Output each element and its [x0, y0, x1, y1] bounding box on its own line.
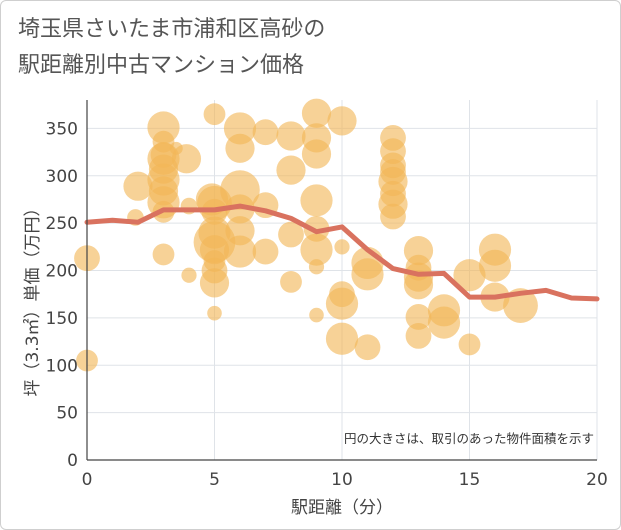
y-tick-label: 150	[46, 309, 78, 329]
bubble-point	[405, 304, 432, 330]
bubble-point	[301, 139, 332, 169]
bubble-point	[123, 171, 153, 201]
bubble-point	[478, 249, 512, 282]
axes: 0 50 100 150 200 250 300 350 0 5 10 15 20	[46, 100, 608, 490]
bubble-point	[252, 119, 279, 146]
bubble-point	[300, 233, 333, 266]
bubble-series	[74, 98, 538, 372]
bubble-point	[276, 121, 306, 151]
bubble-point	[152, 243, 175, 266]
bubble-point	[309, 307, 324, 323]
chart-title-line2: 駅距離別中古マンション価格	[18, 53, 305, 78]
bubble-point	[380, 203, 406, 230]
bubble-point	[301, 98, 332, 128]
bubble-point	[453, 259, 486, 292]
bubble-point	[223, 235, 257, 268]
y-tick-label: 0	[67, 451, 78, 471]
bubble-point	[207, 305, 222, 321]
average-price-line	[84, 203, 600, 302]
y-tick-label: 300	[46, 167, 78, 187]
bubble-point	[276, 155, 306, 185]
bubble-point	[405, 322, 432, 349]
y-axis-title: 坪（3.3㎡）単価（万円）	[23, 199, 43, 396]
bubble-point	[325, 322, 359, 355]
bubble-point	[458, 333, 481, 356]
bubble-point	[203, 103, 226, 126]
bubble-point	[181, 267, 197, 283]
x-tick-label: 5	[209, 470, 220, 490]
bubble-point	[354, 334, 381, 361]
bubble-point	[199, 268, 230, 298]
bubble-point	[300, 184, 333, 217]
bubble-point	[225, 133, 255, 163]
bubble-point	[403, 270, 434, 300]
bubble-point	[351, 258, 384, 291]
bubble-point	[225, 194, 255, 224]
x-tick-label: 20	[586, 470, 608, 490]
chart-title-line1: 埼玉県さいたま市浦和区高砂の	[18, 17, 326, 42]
y-tick-label: 100	[46, 356, 78, 376]
y-tick-label: 50	[56, 404, 78, 424]
x-tick-label: 0	[82, 470, 93, 490]
y-tick-label: 200	[46, 262, 78, 282]
bubble-point	[280, 270, 302, 293]
x-tick-label: 15	[459, 470, 481, 490]
chart-title: 埼玉県さいたま市浦和区高砂の 駅距離別中古マンション価格	[18, 12, 578, 84]
y-tick-label: 350	[46, 119, 78, 139]
bubble-point	[325, 287, 359, 320]
x-axis-title: 駅距離（分）	[291, 498, 393, 518]
y-tick-label: 250	[46, 214, 78, 234]
x-tick-label: 10	[331, 470, 353, 490]
bubble-point	[327, 106, 357, 136]
bubble-point	[171, 144, 202, 174]
average-line-series	[84, 203, 600, 302]
bubble-point	[334, 239, 350, 255]
bubble-size-note: 円の大きさは、取引のあった物件面積を示す	[344, 431, 594, 446]
bubble-point	[252, 238, 279, 265]
bubble-point	[278, 221, 304, 248]
bubble-point	[308, 259, 325, 275]
bubble-point	[427, 306, 461, 339]
